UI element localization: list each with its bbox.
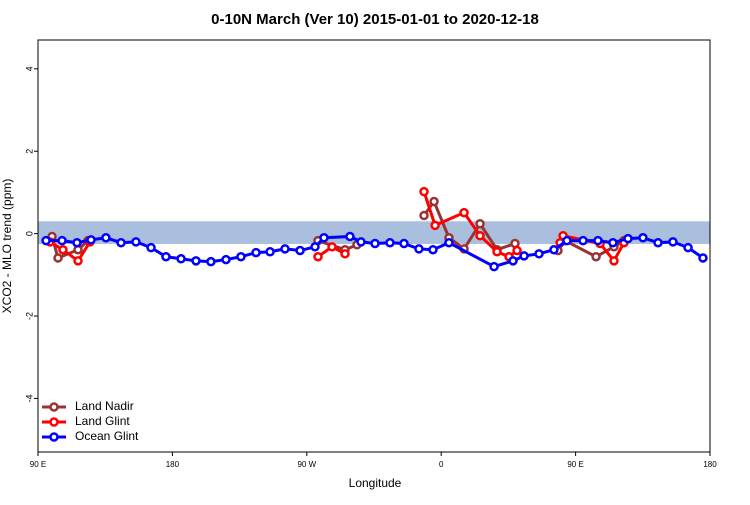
point <box>638 233 648 243</box>
point <box>653 237 663 248</box>
chart-title: 0-10N March (Ver 10) 2015-01-01 to 2020-… <box>211 11 539 28</box>
point <box>57 235 67 246</box>
point <box>683 242 693 253</box>
legend-marker <box>49 432 59 442</box>
point <box>492 247 502 257</box>
point <box>356 237 366 247</box>
x-tick-label: 0 <box>439 460 444 469</box>
y-tick-label: 0 <box>24 231 34 236</box>
point <box>265 247 275 257</box>
point <box>698 253 708 263</box>
y-tick-label: 2 <box>24 149 34 154</box>
point <box>221 254 231 265</box>
x-tick-label: 90 W <box>297 460 316 469</box>
point <box>475 219 485 229</box>
point <box>489 261 499 272</box>
point <box>591 251 601 262</box>
legend-label: Land Glint <box>75 414 130 428</box>
point <box>251 247 261 258</box>
point <box>549 244 559 255</box>
point <box>73 256 83 266</box>
point <box>593 235 603 246</box>
point <box>313 251 323 262</box>
x-axis-label: Longitude <box>349 476 402 490</box>
point <box>319 233 329 243</box>
y-axis-label: XCO2 - MLO trend (ppm) <box>0 179 14 314</box>
point <box>459 207 469 218</box>
point <box>578 235 588 246</box>
plot-frame <box>37 39 711 453</box>
x-tick-label: 180 <box>166 460 180 469</box>
point <box>101 233 111 243</box>
x-tick-label: 90 E <box>30 460 46 469</box>
point <box>419 186 429 197</box>
point <box>280 244 290 254</box>
point <box>53 253 63 263</box>
point <box>340 249 350 259</box>
y-tick-label: 4 <box>24 66 34 71</box>
point <box>236 251 246 262</box>
point <box>444 237 454 248</box>
point <box>430 220 440 231</box>
point <box>668 237 678 247</box>
legend-label: Ocean Glint <box>75 429 139 443</box>
legend-label: Land Nadir <box>75 399 134 413</box>
point <box>519 251 529 261</box>
point <box>86 235 96 245</box>
point <box>623 233 633 244</box>
point <box>58 244 68 255</box>
point <box>116 237 126 248</box>
point <box>161 251 171 262</box>
point <box>131 237 141 247</box>
point <box>414 244 424 254</box>
legend-marker <box>49 402 59 412</box>
point <box>72 237 82 248</box>
point <box>562 235 572 246</box>
point <box>327 242 337 252</box>
y-tick-label: -2 <box>24 312 34 320</box>
legend-marker <box>49 417 59 427</box>
point <box>345 231 355 242</box>
point <box>429 196 439 207</box>
point <box>370 238 380 249</box>
x-tick-label: 90 E <box>567 460 583 469</box>
point <box>41 235 51 246</box>
point <box>428 244 438 255</box>
point <box>191 256 201 266</box>
point <box>534 249 544 259</box>
point <box>475 230 485 241</box>
point <box>399 238 409 249</box>
point <box>609 256 619 266</box>
point <box>206 256 216 267</box>
point <box>512 245 522 256</box>
point <box>508 256 518 266</box>
y-tick-label: -4 <box>24 394 34 402</box>
point <box>608 237 618 248</box>
point <box>176 254 186 264</box>
point <box>295 245 305 256</box>
reference-band <box>38 221 710 244</box>
point <box>310 242 320 252</box>
point <box>385 237 395 248</box>
point <box>419 210 429 221</box>
point <box>146 242 156 253</box>
x-tick-label: 180 <box>703 460 717 469</box>
